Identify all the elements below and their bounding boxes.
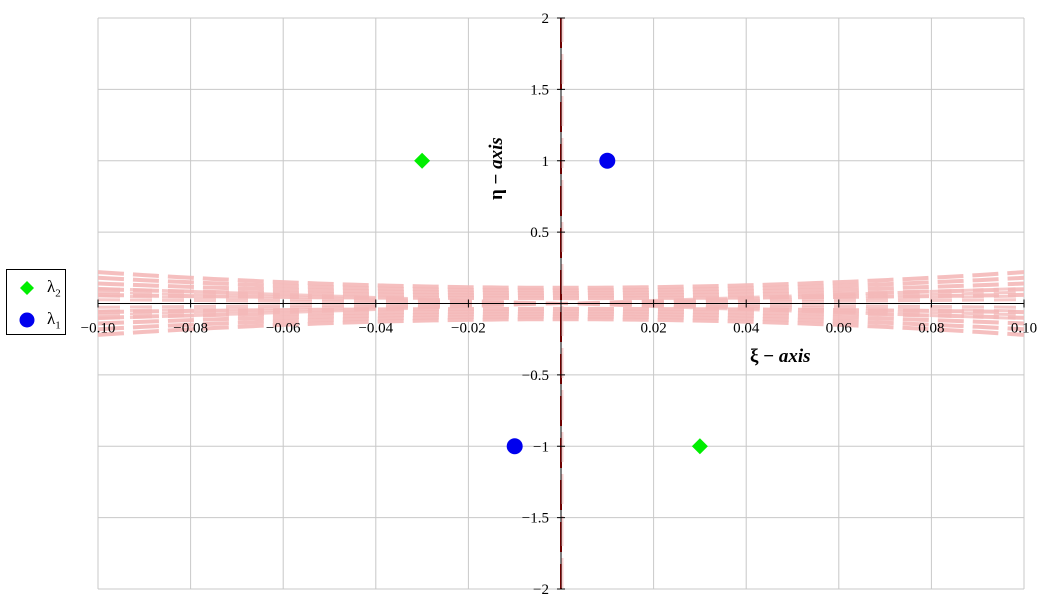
y-axis-dash: − (486, 169, 507, 189)
x-tick-label: −0.02 (451, 321, 486, 337)
y-tick-label: 0.5 (530, 225, 549, 241)
x-tick-label: 0.06 (826, 321, 853, 337)
x-tick-label: −0.04 (358, 321, 393, 337)
y-tick-label: 2 (542, 11, 550, 27)
x-axis-dash: − (758, 346, 778, 367)
data-points (414, 152, 708, 455)
legend-label-lambda2: λ2 (47, 277, 61, 300)
diamond-marker-icon (20, 281, 34, 295)
x-axis-symbol: ξ (750, 346, 759, 367)
circle-marker-icon (19, 312, 35, 328)
y-axis-word: axis (486, 137, 507, 169)
y-tick-label: −1 (533, 439, 549, 455)
x-axis-label: ξ − axis (750, 346, 811, 367)
x-tick-label: 0.04 (733, 321, 760, 337)
data-point-lambda1 (599, 152, 616, 169)
y-tick-label: −1.5 (522, 511, 549, 527)
data-point-lambda2 (414, 152, 431, 169)
x-tick-label: −0.08 (173, 321, 208, 337)
y-tick-label: −2 (533, 582, 549, 598)
x-axis-word: axis (779, 346, 811, 367)
legend: λ2 λ1 (6, 269, 66, 335)
axes (97, 17, 1025, 590)
tick-labels: −0.10 −0.08 −0.06 −0.04 −0.02 0.02 0.04 0.06 0.0… (81, 11, 1037, 598)
x-tick-label: −0.06 (266, 321, 301, 337)
y-tick-label: 1 (542, 154, 550, 170)
legend-item-lambda2: λ2 (7, 274, 67, 300)
data-point-lambda2 (691, 438, 708, 455)
y-tick-label: 1.5 (530, 82, 549, 98)
y-axis-label: η − axis (486, 137, 507, 200)
data-point-lambda1 (506, 438, 523, 455)
y-axis-symbol: η (486, 189, 507, 200)
x-tick-label: 0.08 (918, 321, 944, 337)
y-tick-label: −0.5 (522, 368, 549, 384)
legend-label-lambda1: λ1 (47, 309, 61, 332)
x-tick-label: −0.10 (81, 321, 116, 337)
legend-item-lambda1: λ1 (7, 306, 67, 332)
x-tick-label: 0.02 (640, 321, 666, 337)
x-tick-label: 0.10 (1011, 321, 1037, 337)
